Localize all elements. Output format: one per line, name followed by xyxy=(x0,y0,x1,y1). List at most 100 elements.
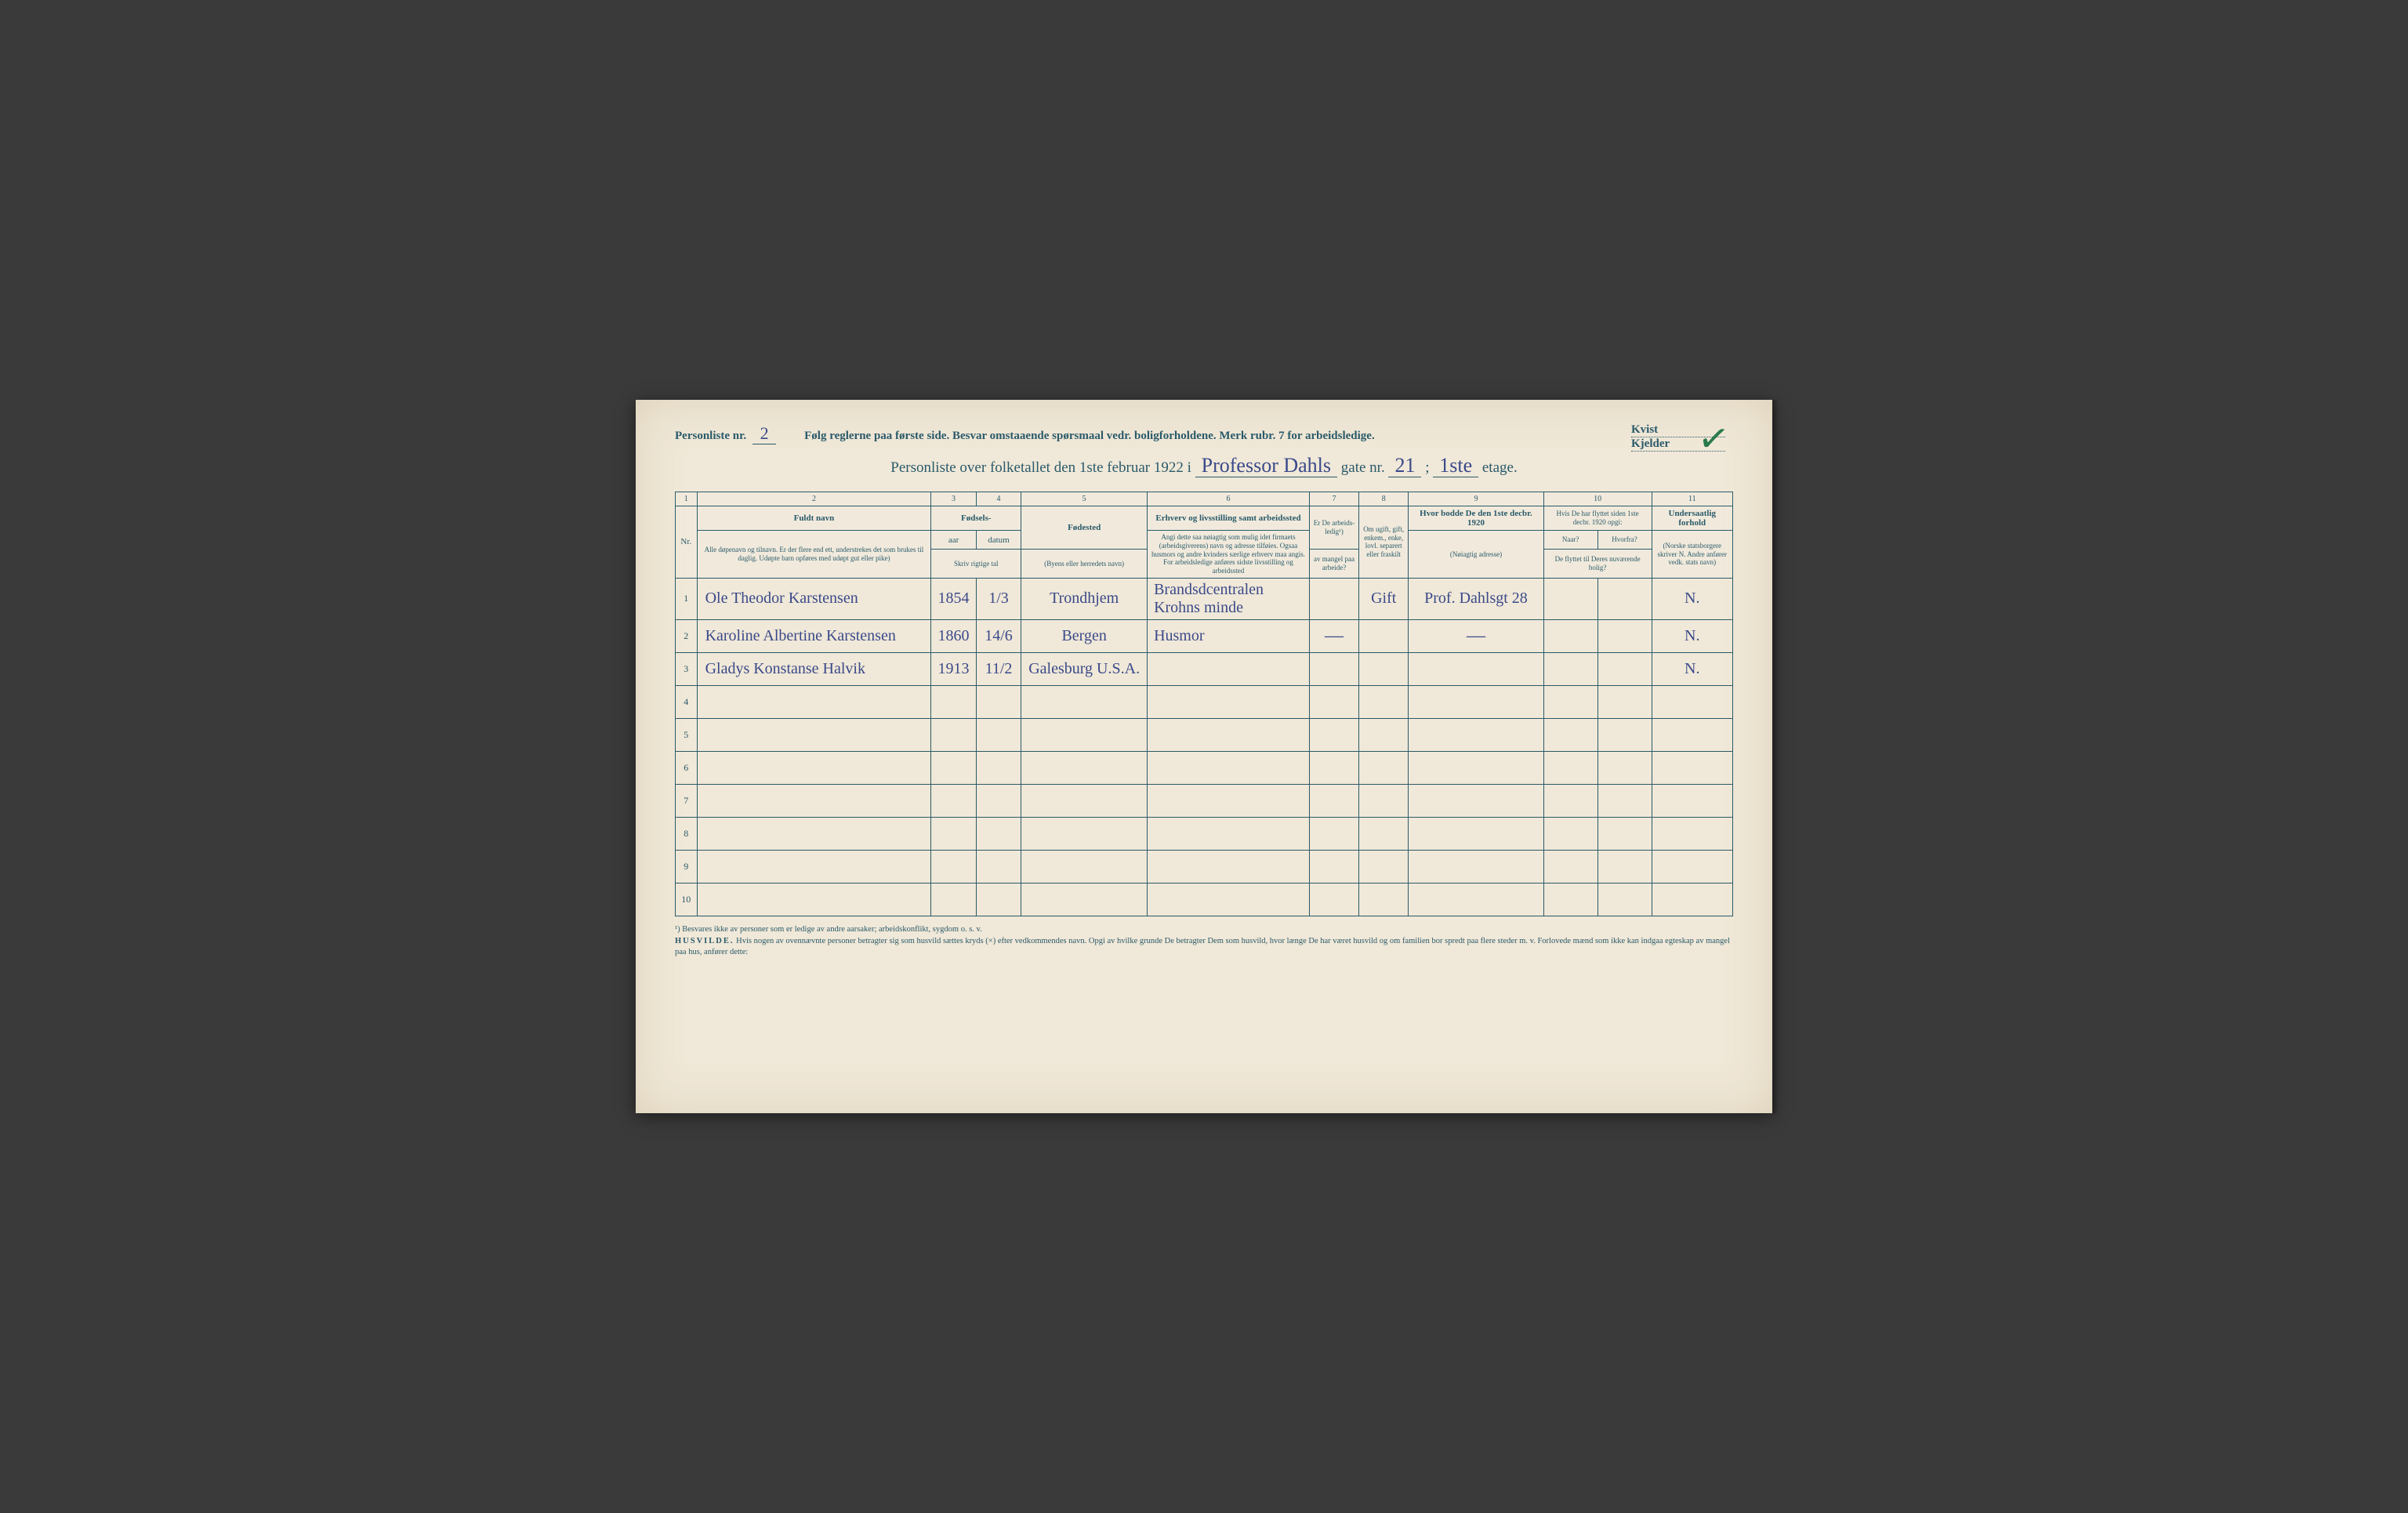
cell-moved-when xyxy=(1543,784,1597,817)
row-nr: 7 xyxy=(676,784,698,817)
title-floor: 1ste xyxy=(1433,454,1478,477)
cell-unemployed xyxy=(1309,817,1358,850)
cell-moved-when xyxy=(1543,817,1597,850)
cell-prev-address xyxy=(1409,817,1543,850)
cell-moved-from xyxy=(1597,578,1652,619)
cell-marital xyxy=(1359,850,1409,883)
table-row: 7 xyxy=(676,784,1733,817)
row-nr: 3 xyxy=(676,652,698,685)
cell-place xyxy=(1021,718,1148,751)
sub-occ: Angi dette saa nøiagtig som mulig idet f… xyxy=(1148,531,1310,579)
cell-prev-address xyxy=(1409,685,1543,718)
title-line: Personliste over folketallet den 1ste fe… xyxy=(675,454,1733,477)
title-street: Professor Dahls xyxy=(1195,454,1337,477)
table-row: 3Gladys Konstanse Halvik191311/2Galesbur… xyxy=(676,652,1733,685)
cell-nationality: N. xyxy=(1652,652,1732,685)
cell-moved-from xyxy=(1597,850,1652,883)
cell-moved-from xyxy=(1597,652,1652,685)
colnum-3: 3 xyxy=(931,492,976,506)
cell-nationality xyxy=(1652,751,1732,784)
table-row: 8 xyxy=(676,817,1733,850)
cell-unemployed: — xyxy=(1309,619,1358,652)
cell-moved-when xyxy=(1543,652,1597,685)
cell-name xyxy=(697,817,931,850)
cell-nationality: N. xyxy=(1652,578,1732,619)
header-row: Personliste nr. 2 Følg reglerne paa førs… xyxy=(675,423,1733,444)
head-birth: Fødsels- xyxy=(931,506,1021,531)
cell-marital xyxy=(1359,718,1409,751)
census-document: Personliste nr. 2 Følg reglerne paa førs… xyxy=(636,400,1772,1113)
cell-prev-address xyxy=(1409,850,1543,883)
cell-marital xyxy=(1359,817,1409,850)
title-prefix: Personliste over folketallet den 1ste fe… xyxy=(890,459,1191,476)
cell-name xyxy=(697,850,931,883)
sub-c7b: av mangel paa arbeide? xyxy=(1309,550,1358,579)
table-row: 2Karoline Albertine Karstensen186014/6Be… xyxy=(676,619,1733,652)
sub-name: Alle døpenavn og tilnavn. Er der flere e… xyxy=(697,531,931,579)
cell-name xyxy=(697,751,931,784)
cell-date xyxy=(976,883,1021,916)
colnum-11: 11 xyxy=(1652,492,1732,506)
cell-year: 1860 xyxy=(931,619,976,652)
row-nr: 8 xyxy=(676,817,698,850)
cell-name xyxy=(697,718,931,751)
list-nr-value: 2 xyxy=(752,423,776,444)
cell-marital xyxy=(1359,751,1409,784)
head-c7: Er De arbeids-ledig¹) xyxy=(1309,506,1358,550)
colnum-7: 7 xyxy=(1309,492,1358,506)
cell-year: 1913 xyxy=(931,652,976,685)
cell-occupation xyxy=(1148,883,1310,916)
cell-date: 1/3 xyxy=(976,578,1021,619)
colnum-10: 10 xyxy=(1543,492,1652,506)
census-table: 1 2 3 4 5 6 7 8 9 10 11 Nr. Fuldt navn F… xyxy=(675,492,1733,916)
colnum-5: 5 xyxy=(1021,492,1148,506)
cell-place xyxy=(1021,751,1148,784)
cell-year: 1854 xyxy=(931,578,976,619)
cell-unemployed xyxy=(1309,883,1358,916)
sub-c10a: Naar? xyxy=(1543,531,1597,550)
head-name: Fuldt navn xyxy=(697,506,931,531)
cell-moved-when xyxy=(1543,850,1597,883)
cell-occupation xyxy=(1148,718,1310,751)
table-row: 9 xyxy=(676,850,1733,883)
cell-marital xyxy=(1359,883,1409,916)
sub-c10: De flyttet til Deres nuværende bolig? xyxy=(1543,550,1652,579)
sub-place: (Byens eller herredets navn) xyxy=(1021,550,1148,579)
cell-place xyxy=(1021,784,1148,817)
cell-moved-from xyxy=(1597,817,1652,850)
head-occ: Erhverv og livsstilling samt arbeidssted xyxy=(1148,506,1310,531)
cell-unemployed xyxy=(1309,751,1358,784)
cell-year xyxy=(931,883,976,916)
sub-c10b: Hvorfra? xyxy=(1597,531,1652,550)
cell-unemployed xyxy=(1309,718,1358,751)
row-nr: 4 xyxy=(676,685,698,718)
table-row: 6 xyxy=(676,751,1733,784)
cell-moved-when xyxy=(1543,619,1597,652)
cell-nationality xyxy=(1652,817,1732,850)
cell-occupation xyxy=(1148,751,1310,784)
cell-year xyxy=(931,817,976,850)
cell-nationality xyxy=(1652,784,1732,817)
cell-date xyxy=(976,850,1021,883)
table-row: 1Ole Theodor Karstensen18541/3TrondhjemB… xyxy=(676,578,1733,619)
cell-name xyxy=(697,883,931,916)
cell-moved-from xyxy=(1597,883,1652,916)
cell-occupation xyxy=(1148,784,1310,817)
title-gate-label: gate nr. xyxy=(1341,459,1385,476)
cell-nationality xyxy=(1652,883,1732,916)
cell-nationality: N. xyxy=(1652,619,1732,652)
footnote-1: ¹) Besvares ikke av personer som er ledi… xyxy=(675,924,1733,936)
cell-place: Galesburg U.S.A. xyxy=(1021,652,1148,685)
table-body: 1Ole Theodor Karstensen18541/3TrondhjemB… xyxy=(676,578,1733,916)
cell-prev-address xyxy=(1409,883,1543,916)
cell-date xyxy=(976,817,1021,850)
cell-date xyxy=(976,751,1021,784)
cell-name xyxy=(697,685,931,718)
cell-moved-when xyxy=(1543,718,1597,751)
sub-birth: Skriv rigtige tal xyxy=(931,550,1021,579)
cell-date xyxy=(976,718,1021,751)
head-c8: Om ugift, gift, enkem., enke, lovl. sepa… xyxy=(1359,506,1409,579)
cell-moved-from xyxy=(1597,784,1652,817)
cell-occupation: Brandsdcentralen Krohns minde xyxy=(1148,578,1310,619)
footnotes: ¹) Besvares ikke av personer som er ledi… xyxy=(675,924,1733,959)
